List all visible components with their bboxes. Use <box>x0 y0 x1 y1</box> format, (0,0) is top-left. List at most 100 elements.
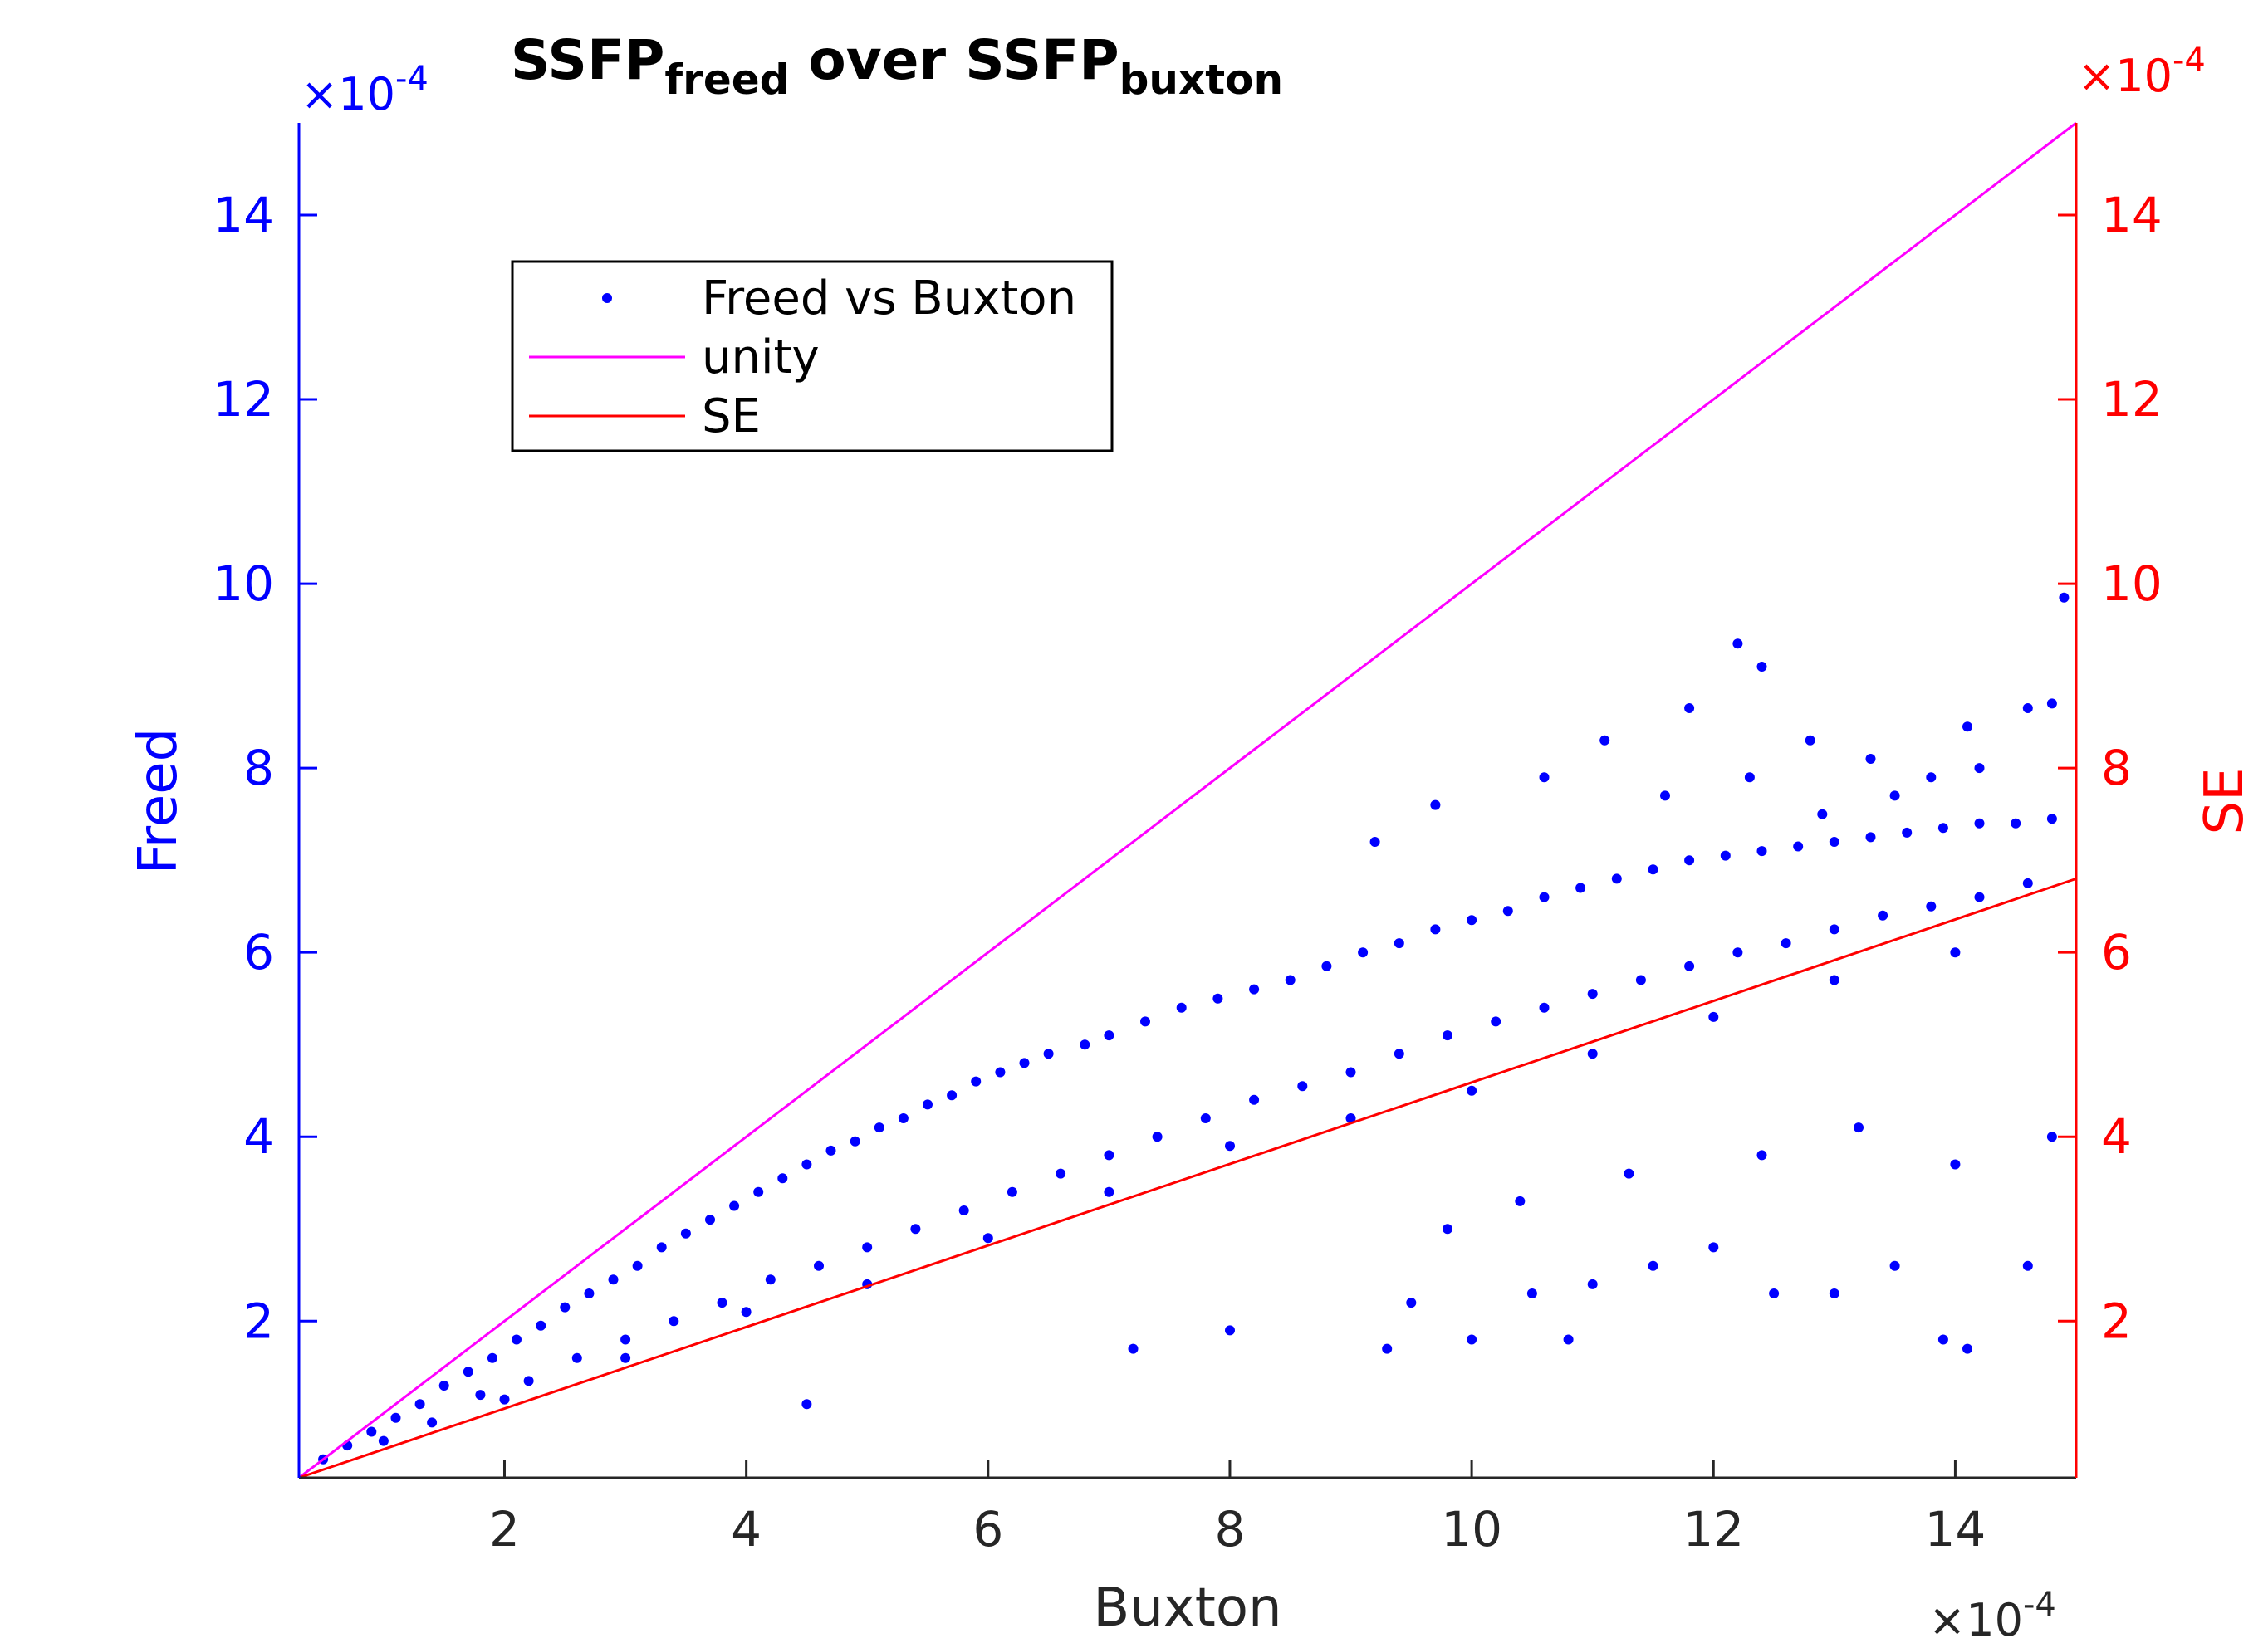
scatter-point <box>1950 1159 1961 1170</box>
y-right-tick-label: 10 <box>2101 555 2163 612</box>
scatter-point <box>1926 772 1937 783</box>
scatter-point <box>487 1352 497 1363</box>
scatter-point <box>1249 984 1260 995</box>
scatter-point <box>1225 1325 1235 1336</box>
scatter-point <box>801 1399 812 1410</box>
scatter-point <box>1515 1196 1526 1206</box>
y-left-tick-label: 2 <box>243 1293 274 1349</box>
scatter-point <box>560 1302 571 1313</box>
scatter-point <box>874 1122 884 1133</box>
scatter-point <box>1345 1113 1356 1123</box>
scatter-point <box>1225 1141 1235 1152</box>
x-exponent-power: -4 <box>2023 1586 2056 1624</box>
scatter-point <box>1865 754 1876 764</box>
scatter-point <box>669 1316 679 1327</box>
scatter-point <box>499 1394 510 1405</box>
scatter-point <box>1575 883 1586 893</box>
scatter-point <box>1539 892 1550 902</box>
scatter-point <box>1769 1288 1780 1298</box>
scatter-point <box>947 1090 958 1101</box>
scatter-point <box>1926 901 1937 912</box>
axes: 2 4 6 8 10 12 14 2 4 6 8 10 12 14 2 4 6 8 10 12 14 <box>213 123 2163 1557</box>
scatter-point <box>1829 1288 1839 1298</box>
title-part-2: over SSFP <box>789 28 1119 92</box>
scatter-point <box>2022 703 2033 713</box>
y-right-tick-label: 6 <box>2101 924 2132 980</box>
x-axis-label: Buxton <box>1093 1577 1281 1639</box>
scatter-point <box>608 1274 619 1285</box>
scatter-point <box>536 1320 546 1331</box>
scatter-point <box>1937 823 1948 834</box>
legend-label-scatter: Freed vs Buxton <box>702 271 1076 325</box>
scatter-point <box>463 1367 473 1377</box>
scatter-point <box>632 1260 643 1271</box>
scatter-point <box>1974 892 1985 902</box>
scatter-point <box>923 1099 933 1110</box>
scatter-point <box>1152 1132 1163 1142</box>
scatter-point <box>1635 975 1646 985</box>
scatter-point <box>1817 809 1828 819</box>
series-line-unity <box>298 121 2077 1479</box>
y-right-tick-label: 4 <box>2101 1108 2132 1165</box>
x-exponent-base: ×10 <box>1928 1594 2023 1643</box>
x-tick-label: 14 <box>1925 1501 1986 1557</box>
scatter-point <box>1684 961 1695 971</box>
chart-title: SSFPfreed over SSFPbuxton <box>511 28 1283 104</box>
scatter-point <box>620 1352 631 1363</box>
y-left-axis-label: Freed <box>128 728 189 874</box>
scatter-point <box>378 1435 389 1446</box>
scatter-point <box>1502 906 1513 917</box>
scatter-point <box>898 1113 909 1123</box>
scatter-point <box>1854 1122 1864 1133</box>
svg-text:×10-4: ×10-4 <box>2078 42 2206 102</box>
y-right-tick-label: 8 <box>2101 740 2132 796</box>
scatter-point <box>1249 1094 1260 1105</box>
scatter-point <box>2011 818 2021 829</box>
scatter-point <box>971 1076 982 1087</box>
scatter-point <box>801 1159 812 1170</box>
scatter-point <box>1624 1168 1634 1179</box>
scatter-point <box>1128 1343 1139 1354</box>
scatter-point <box>1176 1002 1187 1013</box>
scatter-point <box>1043 1049 1054 1059</box>
scatter-point <box>1200 1113 1211 1123</box>
y-left-tick-label: 12 <box>213 371 274 428</box>
scatter-point <box>1648 1260 1658 1271</box>
scatter-point <box>1539 772 1550 783</box>
scatter-point <box>475 1390 486 1401</box>
scatter-point <box>512 1334 522 1345</box>
scatter-point <box>1708 1242 1719 1253</box>
scatter-point <box>705 1215 715 1225</box>
scatter-point <box>656 1242 667 1253</box>
scatter-point <box>910 1224 921 1235</box>
scatter-point <box>1430 799 1441 810</box>
x-tick-label: 2 <box>489 1501 520 1557</box>
legend-label-unity: unity <box>702 330 820 384</box>
scatter-point <box>1358 947 1369 958</box>
scatter-point <box>1708 1011 1719 1022</box>
scatter-point <box>1829 924 1839 935</box>
svg-text:×10-4: ×10-4 <box>301 60 429 120</box>
x-exponent: ×10-4 <box>1928 1586 2056 1643</box>
legend-label-se: SE <box>702 389 761 443</box>
title-part-1: freed <box>664 56 789 104</box>
scatter-point <box>1345 1067 1356 1078</box>
scatter-point <box>1539 1002 1550 1013</box>
scatter-point <box>1781 938 1791 949</box>
scatter-point <box>390 1412 401 1423</box>
scatter-point <box>1104 1186 1114 1197</box>
scatter-point <box>777 1173 788 1184</box>
scatter-point <box>1587 1279 1598 1289</box>
y-left-exponent-power: -4 <box>395 60 429 98</box>
scatter-point <box>717 1298 727 1308</box>
scatter-point <box>1080 1039 1090 1050</box>
scatter-point <box>765 1274 776 1285</box>
scatter-point <box>1104 1030 1114 1041</box>
y-left-tick-label: 4 <box>243 1108 274 1165</box>
x-tick-label: 10 <box>1441 1501 1502 1557</box>
y-right-exponent: ×10-4 <box>2078 42 2206 102</box>
scatter-point <box>814 1260 824 1271</box>
y-right-axis-label: SE <box>2194 767 2256 834</box>
scatter-point <box>1962 721 1972 732</box>
